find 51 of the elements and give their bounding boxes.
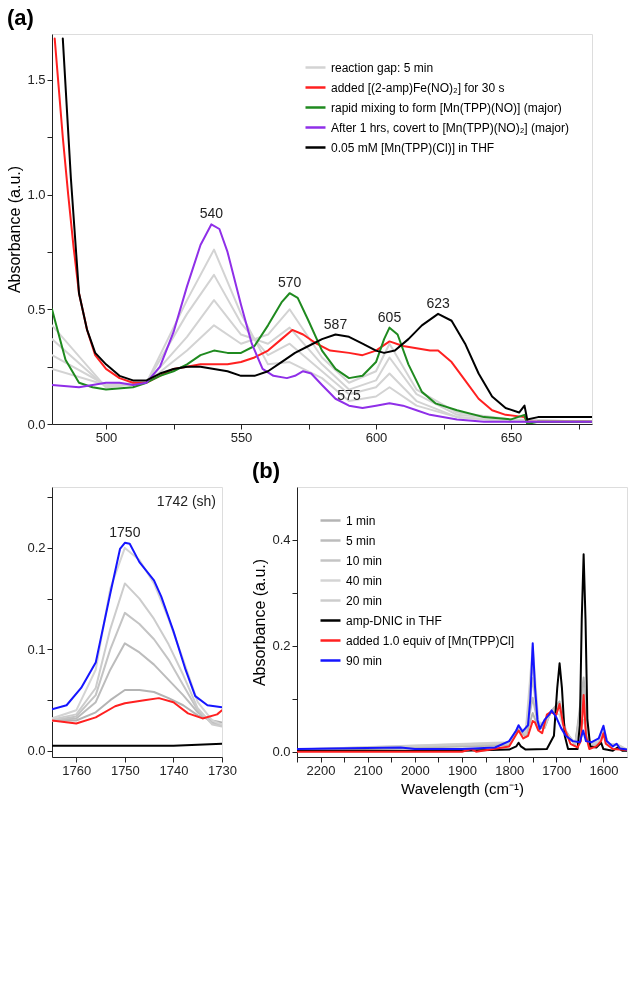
legend-label: rapid mixing to form [Mn(TPP)(NO)] (major) — [331, 100, 562, 115]
y-tick-label: 0.2 — [272, 638, 291, 654]
y-tick-label: 0.4 — [272, 532, 291, 548]
legend-label: 90 min — [346, 653, 383, 668]
legend-label: 20 min — [346, 593, 383, 608]
chart-title: (a) — [6, 5, 34, 30]
x-axis-title: Wavelength (cm⁻¹) — [401, 779, 524, 797]
x-tick-label: 1760 — [62, 762, 92, 778]
legend-label: added 1.0 equiv of [Mn(TPP)Cl] — [346, 633, 515, 648]
x-tick-label: 2200 — [306, 762, 336, 778]
legend-label: 10 min — [346, 553, 383, 568]
annotation: 1742 (sh) — [156, 493, 216, 509]
legend-label: After 1 hrs, covert to [Mn(TPP)(NO)₂] (major) — [331, 120, 570, 135]
y-tick-label: 0.5 — [27, 301, 46, 317]
legend-label: 0.05 mM [Mn(TPP)(Cl)] in THF — [331, 140, 495, 155]
annotation: 570 — [277, 274, 302, 291]
x-tick-label: 1730 — [208, 762, 237, 778]
x-tick-label: 600 — [365, 429, 388, 445]
annotation: 587 — [323, 315, 348, 332]
x-tick-label: 650 — [500, 429, 523, 445]
chart-title: (b) — [251, 458, 281, 483]
y-tick-label: 0.1 — [27, 641, 46, 657]
x-tick-label: 1700 — [542, 762, 572, 778]
annotation: 1750 — [109, 523, 141, 540]
x-tick-label: 2100 — [353, 762, 383, 778]
x-tick-label: 500 — [95, 429, 118, 445]
y-tick-label: 0.2 — [27, 540, 46, 556]
x-tick-label: 550 — [230, 429, 253, 445]
legend-label: 5 min — [346, 533, 376, 548]
y-axis-title: Absorbance (a.u.) — [251, 558, 269, 687]
y-tick-label: 0.0 — [272, 744, 291, 760]
x-tick-label: 1750 — [110, 762, 140, 778]
legend-label: amp-DNIC in THF — [346, 613, 442, 628]
x-tick-label: 2000 — [400, 762, 430, 778]
x-tick-label: 1800 — [495, 762, 525, 778]
legend-label: added [(2-amp)Fe(NO)₂] for 30 s — [331, 80, 505, 95]
x-tick-label: 1740 — [159, 762, 189, 778]
y-tick-label: 0.0 — [27, 743, 46, 759]
annotation: 540 — [199, 205, 224, 222]
annotation: 575 — [337, 386, 361, 403]
x-tick-label: 1600 — [589, 762, 619, 778]
y-tick-label: 1.0 — [27, 187, 46, 203]
annotation: 623 — [426, 294, 450, 311]
annotation: 605 — [377, 308, 402, 325]
y-tick-label: 1.5 — [27, 72, 46, 88]
legend-label: 40 min — [346, 573, 383, 588]
y-tick-label: 0.0 — [27, 416, 46, 432]
x-tick-label: 1900 — [448, 762, 477, 778]
y-axis-title: Absorbance (a.u.) — [6, 165, 24, 294]
legend-label: 1 min — [346, 513, 376, 528]
legend-label: reaction gap: 5 min — [331, 60, 434, 75]
